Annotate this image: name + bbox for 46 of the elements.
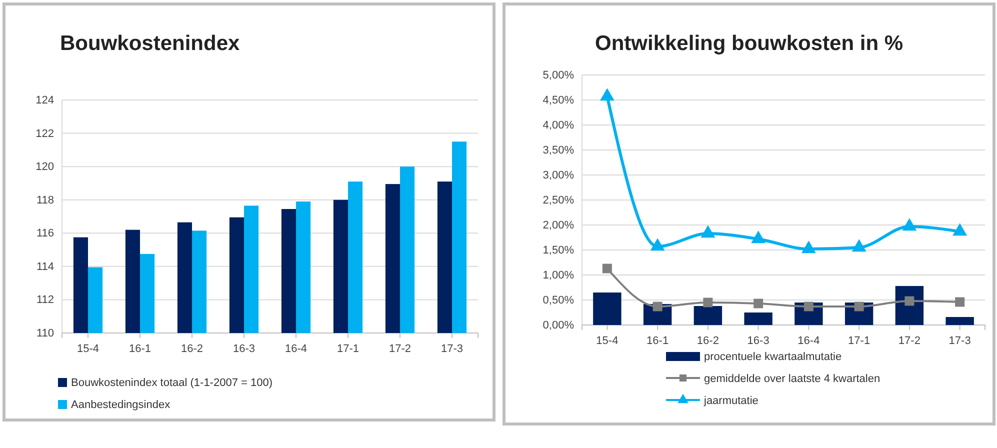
x-tick-label: 15-4 <box>76 342 100 355</box>
y-tick-label: 1,00% <box>542 270 574 282</box>
y-tick-label: 5,00% <box>542 70 574 82</box>
y-tick-label: 0,50% <box>542 294 574 307</box>
x-tick-label: 16-1 <box>128 342 152 355</box>
legend-label: Aanbestedingsindex <box>71 399 171 411</box>
y-tick-label: 4,00% <box>542 120 574 132</box>
bar <box>744 312 772 325</box>
y-tick-label: 0,00% <box>542 320 574 332</box>
y-tick-label: 112 <box>36 294 54 306</box>
x-tick-label: 17-3 <box>440 342 464 355</box>
x-tick-label: 16-3 <box>232 342 256 355</box>
y-tick-label: 3,00% <box>542 170 574 182</box>
x-tick-label: 16-2 <box>180 342 204 355</box>
legend-label: jaarmutatie <box>703 395 758 407</box>
legend-label: Bouwkostenindex totaal (1-1-2007 = 100) <box>71 377 272 389</box>
x-tick-label: 17-1 <box>848 334 870 347</box>
y-tick-label: 4,50% <box>542 94 574 107</box>
chart-title: Bouwkostenindex <box>60 32 240 55</box>
x-tick-label: 16-3 <box>747 334 770 347</box>
y-tick-label: 118 <box>36 194 54 206</box>
y-tick-label: 1,50% <box>542 244 574 257</box>
y-tick-label: 3,50% <box>542 144 574 157</box>
y-tick-label: 124 <box>36 94 54 107</box>
bar <box>593 292 622 325</box>
legend-label: procentuele kwartaalmutatie <box>704 351 842 363</box>
y-tick-label: 110 <box>36 328 54 340</box>
x-tick-label: 17-2 <box>898 334 920 347</box>
x-tick-label: 16-4 <box>798 334 820 347</box>
y-tick-label: 116 <box>36 228 54 240</box>
y-tick-label: 2,50% <box>542 194 574 207</box>
x-tick-label: 16-4 <box>284 342 308 355</box>
bar <box>946 317 974 325</box>
x-tick-label: 17-3 <box>948 334 971 347</box>
x-tick-label: 17-2 <box>388 342 412 355</box>
bar <box>694 306 722 325</box>
x-tick-label: 17-1 <box>336 342 360 355</box>
y-tick-label: 2,00% <box>542 220 574 232</box>
x-tick-label: 16-1 <box>646 334 669 347</box>
chart-title: Ontwikkeling bouwkosten in % <box>595 32 904 55</box>
x-tick-label: 16-2 <box>696 334 719 347</box>
y-tick-label: 114 <box>36 260 54 273</box>
y-tick-label: 120 <box>36 161 54 174</box>
legend-label: gemiddelde over laatste 4 kwartalen <box>704 373 880 385</box>
y-tick-label: 122 <box>36 128 54 140</box>
x-tick-label: 15-4 <box>596 334 618 347</box>
